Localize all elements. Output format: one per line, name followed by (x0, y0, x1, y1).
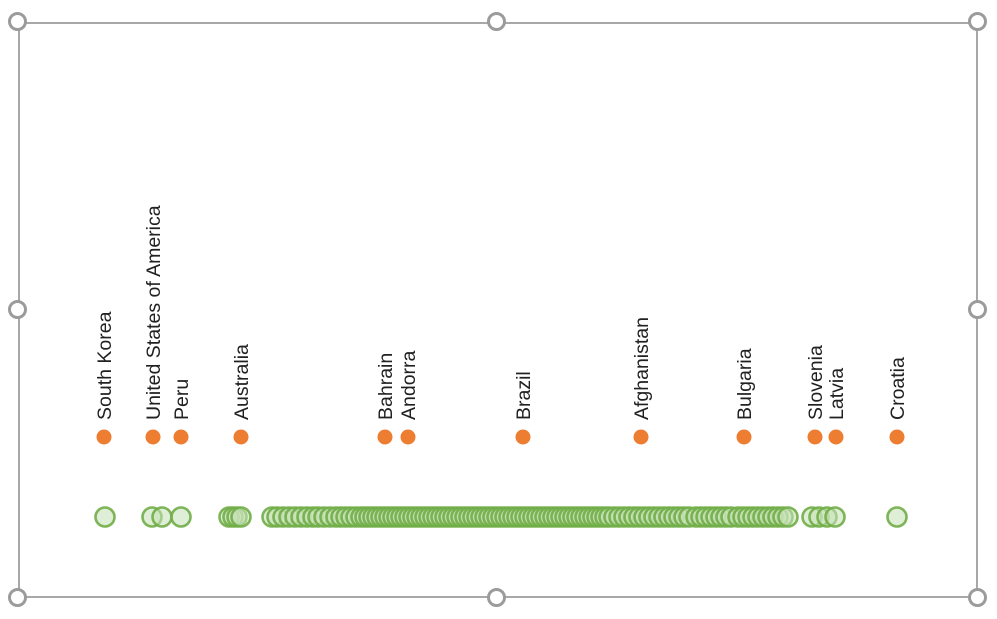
country-label: Australia (231, 344, 253, 420)
country-label: Bulgaria (734, 348, 756, 420)
resize-handle-middle-right[interactable] (968, 300, 987, 319)
country-label: Slovenia (805, 345, 827, 420)
resize-handle-top-right[interactable] (968, 12, 987, 31)
labeled-point[interactable] (633, 429, 649, 445)
labeled-point[interactable] (828, 429, 844, 445)
country-label: South Korea (94, 311, 116, 420)
distribution-point[interactable] (824, 506, 846, 528)
country-label: Afghanistan (631, 317, 653, 420)
distribution-point[interactable] (151, 506, 173, 528)
distribution-point[interactable] (94, 506, 116, 528)
distribution-point[interactable] (777, 506, 799, 528)
resize-handle-bottom-left[interactable] (8, 588, 27, 607)
labeled-point[interactable] (515, 429, 531, 445)
labeled-point[interactable] (889, 429, 905, 445)
country-label: Bahrain (375, 353, 397, 420)
country-label: United States of America (143, 205, 165, 420)
country-label: Croatia (887, 357, 909, 420)
labeled-point[interactable] (736, 429, 752, 445)
resize-handle-middle-left[interactable] (8, 300, 27, 319)
resize-handle-top-center[interactable] (487, 12, 506, 31)
distribution-point[interactable] (170, 506, 192, 528)
country-label: Brazil (513, 371, 535, 420)
labeled-point[interactable] (96, 429, 112, 445)
labeled-point[interactable] (807, 429, 823, 445)
labeled-point[interactable] (233, 429, 249, 445)
labeled-point[interactable] (400, 429, 416, 445)
labeled-point[interactable] (377, 429, 393, 445)
country-label: Peru (171, 379, 193, 420)
distribution-point[interactable] (230, 506, 252, 528)
labeled-point[interactable] (145, 429, 161, 445)
resize-handle-top-left[interactable] (8, 12, 27, 31)
distribution-point[interactable] (886, 506, 908, 528)
labeled-point[interactable] (173, 429, 189, 445)
resize-handle-bottom-right[interactable] (968, 588, 987, 607)
country-label: Latvia (826, 368, 848, 420)
resize-handle-bottom-center[interactable] (487, 588, 506, 607)
country-label: Andorra (398, 350, 420, 420)
